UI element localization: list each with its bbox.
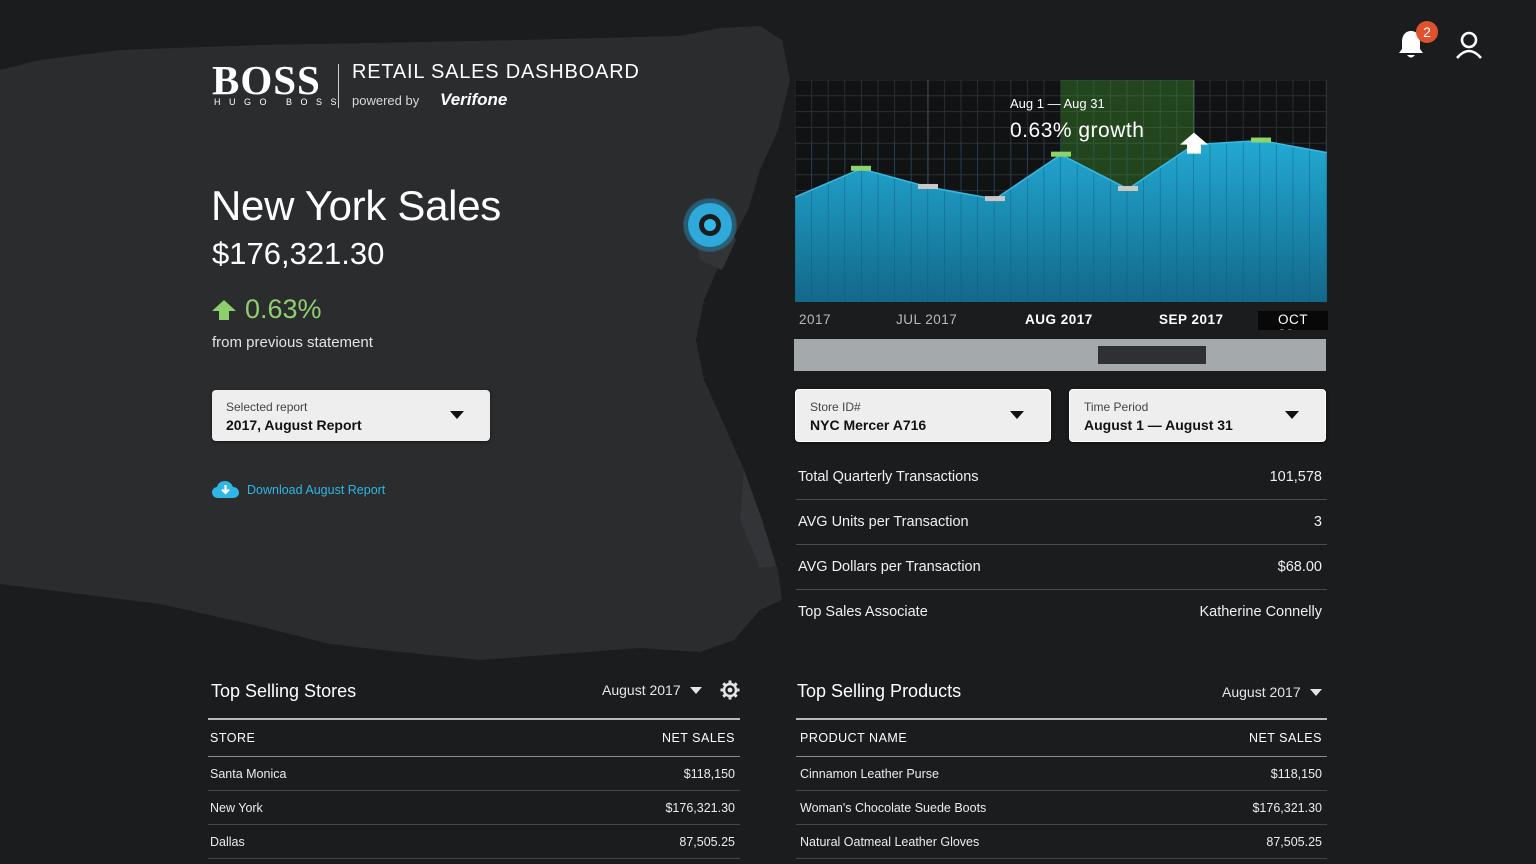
store-name: New York bbox=[210, 800, 263, 815]
boss-logo: BOSS bbox=[212, 57, 321, 103]
download-report-label: Download August Report bbox=[247, 483, 386, 497]
x-tick-4: SEP 2017 bbox=[1159, 312, 1224, 327]
store-net-sales: $118,150 bbox=[683, 766, 735, 781]
stat-value: $68.00 bbox=[1277, 559, 1322, 575]
product-net-sales: $118,150 bbox=[1270, 766, 1322, 781]
verifone-logo: Verifone bbox=[440, 90, 508, 109]
hugo-boss-wordmark: HUGO BOSS bbox=[214, 97, 346, 107]
stat-row: AVG Dollars per Transaction $68.00 bbox=[796, 545, 1327, 590]
products-period-dropdown[interactable]: August 2017 bbox=[1222, 684, 1322, 700]
stat-row: Top Sales Associate Katherine Connelly bbox=[796, 590, 1327, 634]
notification-badge: 2 bbox=[1416, 21, 1438, 43]
growth-up-arrow-icon bbox=[212, 300, 236, 320]
table-row[interactable]: Woman's Chocolate Suede Boots $176,321.3… bbox=[796, 791, 1327, 825]
gear-icon[interactable] bbox=[720, 680, 740, 700]
stat-row: AVG Units per Transaction 3 bbox=[796, 500, 1327, 545]
timeline-scrollbar[interactable] bbox=[794, 339, 1326, 371]
store-net-sales: $176,321.30 bbox=[665, 800, 735, 815]
store-select[interactable]: Store ID# NYC Mercer A716 bbox=[795, 389, 1051, 442]
current-point-arrow-icon[interactable] bbox=[1180, 132, 1208, 154]
table-row[interactable]: Natural Oatmeal Leather Gloves 87,505.25 bbox=[796, 825, 1327, 859]
user-icon[interactable] bbox=[1454, 30, 1484, 60]
table-row[interactable]: New York $176,321.30 bbox=[208, 791, 740, 825]
stat-row: Total Quarterly Transactions 101,578 bbox=[796, 455, 1327, 500]
column-header-store: STORE bbox=[210, 731, 256, 745]
stores-table: STORE NET SALES Santa Monica $118,150 Ne… bbox=[208, 718, 740, 859]
x-tick-3: AUG 2017 bbox=[1025, 312, 1093, 327]
table-row[interactable]: Cinnamon Leather Purse $118,150 bbox=[796, 757, 1327, 791]
product-name: Natural Oatmeal Leather Gloves bbox=[800, 834, 980, 849]
product-name: Cinnamon Leather Purse bbox=[800, 766, 939, 781]
column-header-net-sales: NET SALES bbox=[1248, 731, 1322, 745]
timeline-scroll-thumb[interactable] bbox=[1098, 346, 1206, 364]
stat-label: Total Quarterly Transactions bbox=[798, 469, 979, 485]
data-point-marker[interactable] bbox=[851, 165, 871, 171]
stat-value: 3 bbox=[1313, 514, 1322, 530]
page-title: New York Sales bbox=[211, 182, 501, 229]
caret-down-icon bbox=[1010, 411, 1024, 419]
download-report-link[interactable]: Download August Report bbox=[212, 481, 385, 499]
store-select-label: Store ID# bbox=[810, 400, 861, 414]
store-net-sales: 87,505.25 bbox=[679, 834, 735, 849]
stats-list: Total Quarterly Transactions 101,578 AVG… bbox=[796, 455, 1327, 634]
highlight-headline: 0.63% growth bbox=[1010, 119, 1144, 142]
sales-area-chart[interactable]: Aug 1 — Aug 31 0.63% growth bbox=[795, 80, 1327, 302]
table-row[interactable]: Dallas 87,505.25 bbox=[208, 825, 740, 859]
stat-value: 101,578 bbox=[1269, 469, 1322, 485]
store-name: Santa Monica bbox=[210, 766, 287, 781]
growth-note: from previous statement bbox=[212, 334, 373, 351]
stores-period-value: August 2017 bbox=[602, 682, 681, 698]
time-period-value: August 1 — August 31 bbox=[1084, 417, 1233, 433]
sales-amount: $176,321.30 bbox=[212, 236, 385, 271]
growth-percentage: 0.63% bbox=[245, 294, 322, 324]
table-row[interactable]: Santa Monica $118,150 bbox=[208, 757, 740, 791]
highlight-range-label: Aug 1 — Aug 31 bbox=[1010, 96, 1105, 111]
caret-down-icon bbox=[450, 411, 464, 419]
data-point-marker[interactable] bbox=[985, 196, 1005, 202]
stat-label: AVG Units per Transaction bbox=[798, 514, 969, 530]
products-table-title: Top Selling Products bbox=[797, 681, 962, 701]
store-name: Dallas bbox=[210, 834, 245, 849]
products-table: PRODUCT NAME NET SALES Cinnamon Leather … bbox=[796, 718, 1327, 859]
dashboard-title: RETAIL SALES DASHBOARD bbox=[352, 61, 640, 83]
report-select-label: Selected report bbox=[226, 400, 308, 414]
data-point-marker[interactable] bbox=[1251, 137, 1271, 143]
product-net-sales: 87,505.25 bbox=[1266, 834, 1322, 849]
x-tick-5: OCT 20 bbox=[1278, 312, 1308, 330]
product-name: Woman's Chocolate Suede Boots bbox=[800, 800, 987, 815]
location-marker-icon[interactable] bbox=[680, 195, 740, 255]
stat-label: AVG Dollars per Transaction bbox=[798, 559, 981, 575]
x-tick-1: 2017 bbox=[799, 312, 832, 327]
brand-divider bbox=[338, 64, 339, 108]
column-header-net-sales: NET SALES bbox=[661, 731, 735, 745]
report-select[interactable]: Selected report 2017, August Report bbox=[212, 390, 490, 441]
time-period-label: Time Period bbox=[1084, 400, 1149, 414]
products-period-value: August 2017 bbox=[1222, 684, 1301, 700]
data-point-marker[interactable] bbox=[918, 183, 938, 189]
stores-table-title: Top Selling Stores bbox=[211, 681, 357, 701]
stores-period-dropdown[interactable]: August 2017 bbox=[602, 682, 702, 698]
cloud-download-icon bbox=[212, 481, 239, 498]
powered-by-text: powered by bbox=[352, 93, 420, 108]
table-header: PRODUCT NAME NET SALES bbox=[796, 718, 1327, 757]
data-point-marker[interactable] bbox=[1118, 185, 1138, 191]
data-point-marker[interactable] bbox=[1051, 151, 1071, 157]
x-tick-5-container: OCT 20 bbox=[1258, 311, 1328, 330]
table-header: STORE NET SALES bbox=[208, 718, 740, 757]
stat-label: Top Sales Associate bbox=[798, 604, 928, 620]
store-select-value: NYC Mercer A716 bbox=[810, 417, 927, 433]
stat-value: Katherine Connelly bbox=[1199, 604, 1322, 620]
caret-down-icon bbox=[1309, 688, 1322, 696]
column-header-product-name: PRODUCT NAME bbox=[800, 731, 908, 745]
product-net-sales: $176,321.30 bbox=[1252, 800, 1322, 815]
time-period-select[interactable]: Time Period August 1 — August 31 bbox=[1069, 389, 1326, 442]
caret-down-icon bbox=[689, 686, 702, 694]
x-tick-2: JUL 2017 bbox=[896, 312, 958, 327]
caret-down-icon bbox=[1285, 411, 1299, 419]
report-select-value: 2017, August Report bbox=[226, 417, 362, 433]
